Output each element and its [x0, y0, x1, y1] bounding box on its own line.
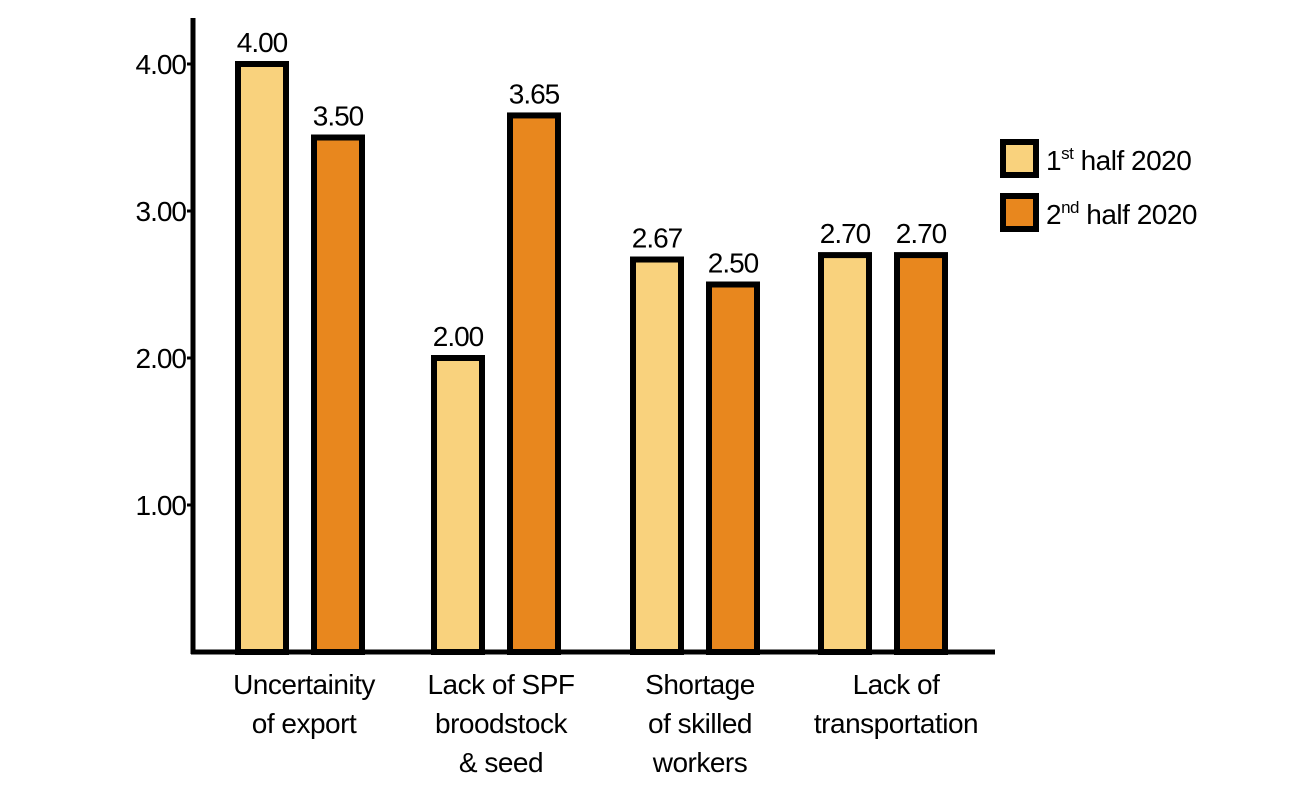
data-label: 2.00 — [433, 321, 484, 352]
x-category-label: broodstock — [435, 708, 568, 739]
data-label: 3.50 — [313, 101, 364, 132]
data-label: 2.67 — [632, 223, 683, 254]
legend-swatch-series1 — [1000, 139, 1039, 178]
x-category-label: Uncertainity — [233, 669, 375, 700]
y-tick-label: 4.00 — [136, 49, 187, 80]
x-category-label: of export — [252, 708, 357, 739]
bar-series2 — [311, 134, 365, 655]
data-label: 2.70 — [820, 218, 871, 249]
x-category-label: workers — [652, 747, 748, 778]
data-label: 4.00 — [237, 27, 288, 58]
bar-series1 — [235, 61, 289, 655]
x-category-label: transportation — [814, 708, 978, 739]
legend-label: 1st half 2020 — [1046, 144, 1191, 176]
data-label: 2.70 — [896, 218, 947, 249]
x-category-label: Lack of SPF — [427, 669, 574, 700]
bar-series2 — [894, 252, 948, 655]
x-category-label: Lack of — [853, 669, 940, 700]
bar-series1 — [818, 252, 872, 655]
y-tick-label: 2.00 — [136, 343, 187, 374]
x-category-label: of skilled — [648, 708, 752, 739]
y-tick-label: 1.00 — [136, 490, 187, 521]
y-tick-label: 3.00 — [136, 196, 187, 227]
bar-series2 — [507, 112, 561, 655]
data-label: 3.65 — [509, 78, 560, 109]
x-category-label: Shortage — [645, 669, 755, 700]
legend-label: 2nd half 2020 — [1046, 198, 1197, 230]
data-label: 2.50 — [708, 248, 759, 279]
x-category-label: & seed — [459, 747, 543, 778]
bar-series2 — [706, 281, 760, 655]
legend-swatch-series2 — [1000, 193, 1039, 232]
bar-series1 — [431, 355, 485, 655]
bar-series1 — [630, 256, 684, 655]
